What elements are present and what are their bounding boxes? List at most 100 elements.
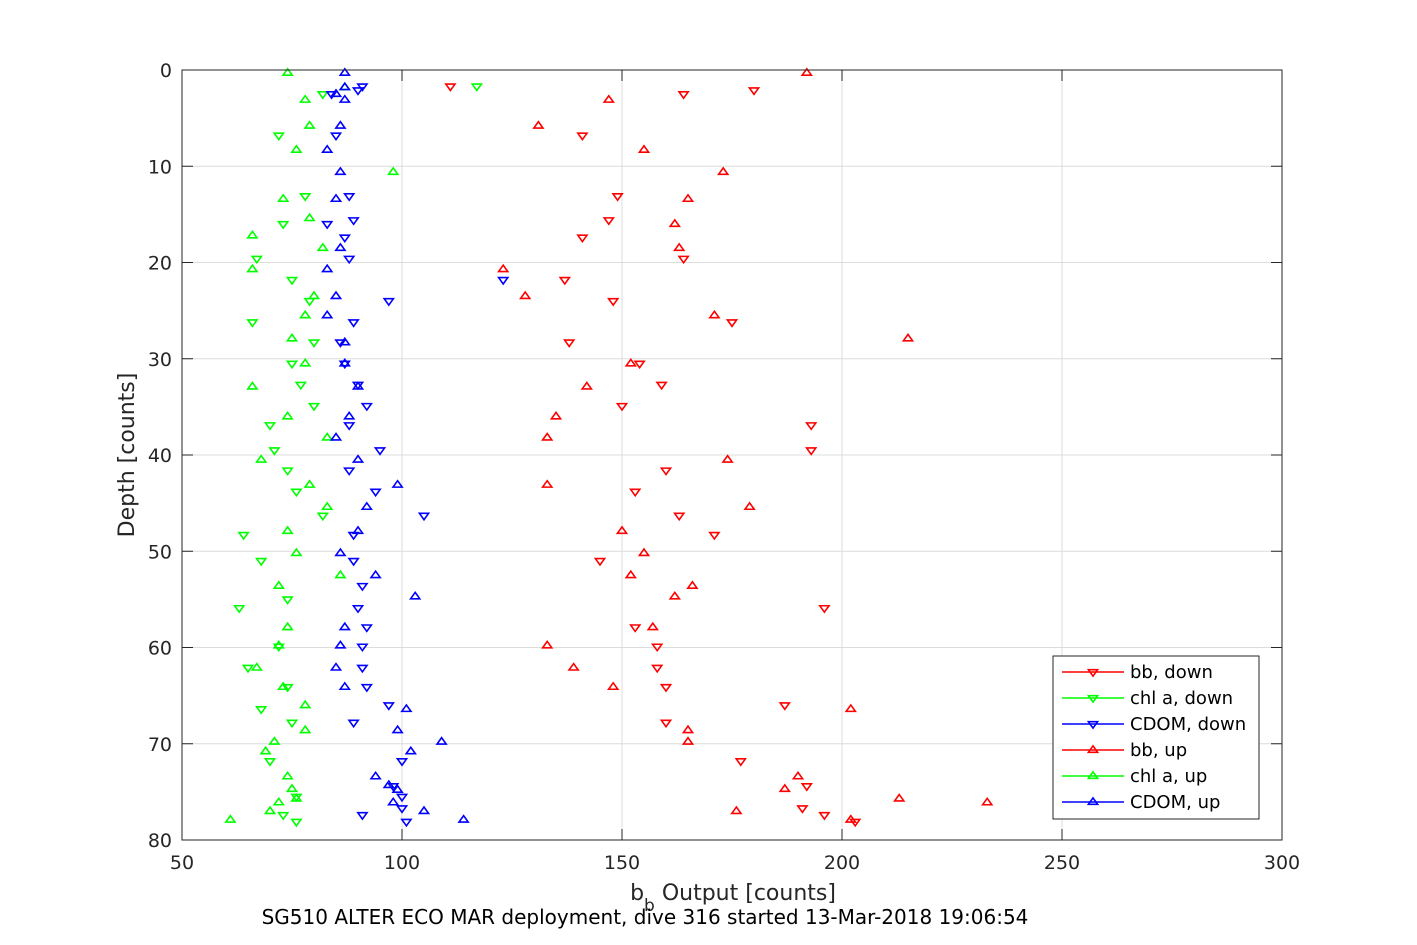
x-tick-label: 150 <box>604 852 640 874</box>
data-point <box>343 410 356 420</box>
data-point <box>224 814 237 823</box>
data-point <box>329 132 343 141</box>
data-point <box>299 699 312 709</box>
data-point <box>316 90 329 100</box>
data-point <box>791 770 805 780</box>
data-point <box>347 557 360 567</box>
data-point <box>395 793 409 803</box>
data-point <box>708 531 721 541</box>
data-point <box>382 702 395 711</box>
data-point <box>334 120 347 129</box>
data-point <box>717 166 730 176</box>
data-point <box>351 525 365 535</box>
series-cdom-down <box>321 83 510 828</box>
data-point <box>444 83 457 92</box>
data-point <box>241 664 255 674</box>
data-point <box>281 683 294 693</box>
data-point <box>558 276 571 286</box>
data-point <box>303 212 316 222</box>
data-point <box>272 640 285 649</box>
x-axis-label: bb Output [counts] <box>630 881 836 916</box>
data-point <box>268 736 281 745</box>
legend-item: CDOM, up <box>1062 792 1220 813</box>
data-point <box>233 604 246 614</box>
data-point <box>321 432 334 441</box>
data-point <box>743 501 756 511</box>
data-point <box>677 255 690 265</box>
data-point <box>316 512 329 522</box>
data-point <box>338 621 351 631</box>
data-point <box>532 120 545 129</box>
data-point <box>629 624 642 633</box>
data-point <box>334 166 347 176</box>
data-point <box>818 811 831 821</box>
x-tick-label: 300 <box>1264 852 1300 874</box>
data-point <box>624 569 637 579</box>
data-point <box>409 590 422 600</box>
data-point <box>285 719 299 729</box>
data-point <box>800 783 813 792</box>
series-chl-a-up <box>224 67 400 823</box>
data-point <box>343 467 356 476</box>
data-point <box>338 360 351 370</box>
data-point <box>734 757 747 767</box>
data-point <box>615 402 629 412</box>
data-point <box>281 596 294 605</box>
legend-label: CDOM, down <box>1130 714 1246 735</box>
data-point <box>541 479 554 488</box>
data-point <box>417 805 431 815</box>
data-point <box>576 234 589 243</box>
y-tick-label: 20 <box>148 253 172 275</box>
data-point <box>646 621 659 631</box>
data-point <box>778 783 791 793</box>
data-point <box>391 784 404 794</box>
data-point <box>281 467 294 476</box>
legend-marker <box>1086 720 1100 730</box>
data-point <box>307 339 321 348</box>
data-point <box>457 814 470 823</box>
data-point <box>285 333 299 342</box>
data-point <box>567 662 580 671</box>
x-tick-label: 50 <box>170 852 194 874</box>
data-point <box>246 263 259 273</box>
x-tick-labels: 50 100 150 200 250 300 <box>170 852 1300 874</box>
y-tick-label: 60 <box>148 638 172 660</box>
data-point <box>281 525 294 535</box>
data-point <box>624 358 637 367</box>
data-point <box>329 193 343 203</box>
legend-item: chl a, down <box>1062 688 1233 709</box>
data-point <box>417 512 431 522</box>
data-point <box>637 144 651 153</box>
data-point <box>404 745 417 755</box>
data-point <box>395 805 409 814</box>
data-point <box>541 640 554 649</box>
data-point <box>651 664 664 674</box>
data-point <box>580 381 593 390</box>
legend-label: bb, down <box>1130 662 1213 683</box>
data-point <box>303 479 316 488</box>
data-point <box>338 94 351 103</box>
data-point <box>299 724 312 734</box>
data-point <box>321 309 334 319</box>
data-point <box>351 87 365 96</box>
data-point <box>250 662 263 671</box>
data-points <box>224 67 994 828</box>
y-tick-label: 40 <box>148 445 172 467</box>
legend-label: bb, up <box>1130 740 1187 761</box>
data-point <box>321 144 334 153</box>
series-bb-down <box>444 83 862 828</box>
data-point <box>329 662 343 671</box>
data-point <box>285 276 299 286</box>
data-point <box>681 193 695 203</box>
data-point <box>659 719 673 729</box>
data-point <box>651 643 664 653</box>
data-point <box>796 805 809 814</box>
data-point <box>708 309 721 319</box>
data-point <box>351 454 365 463</box>
data-point <box>272 132 285 141</box>
data-point <box>263 757 277 767</box>
data-point <box>369 569 382 579</box>
data-point <box>629 488 642 498</box>
data-point <box>334 547 347 557</box>
